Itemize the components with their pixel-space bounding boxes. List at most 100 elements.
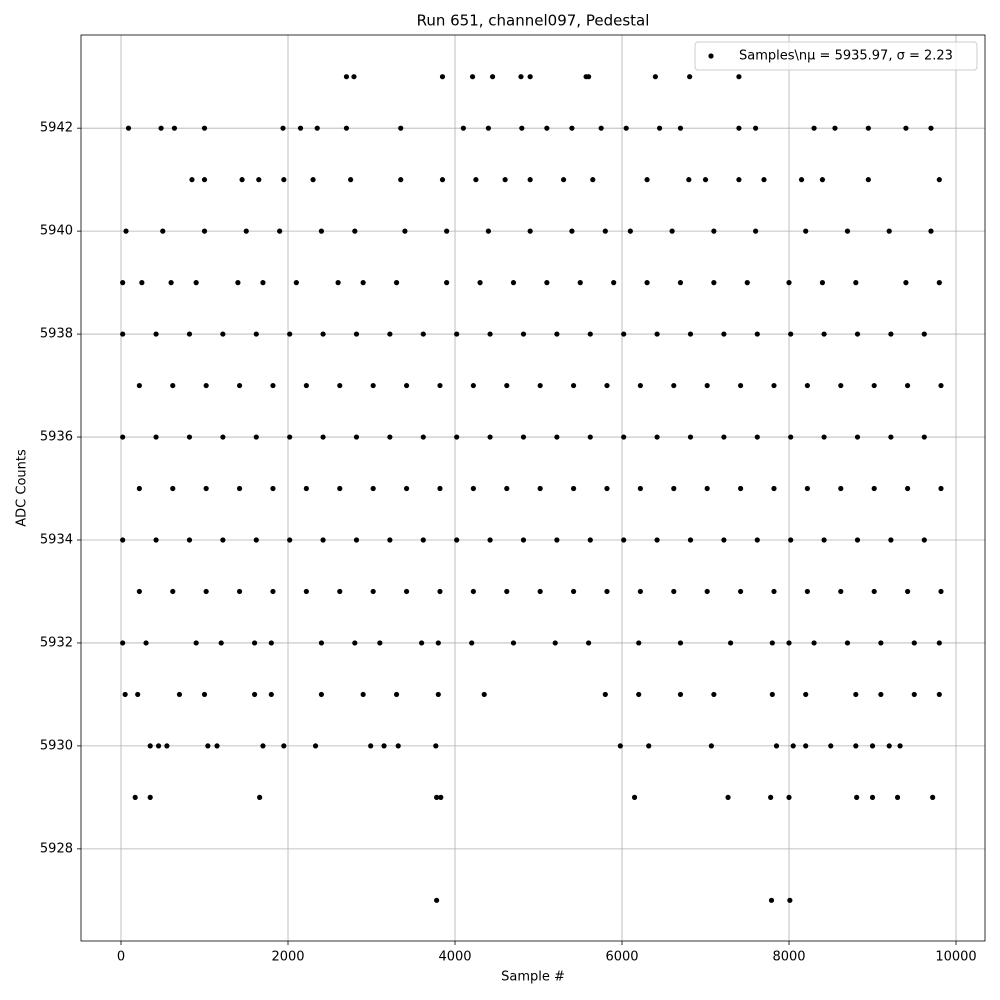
point: [903, 280, 909, 286]
point: [878, 691, 884, 698]
point: [370, 588, 376, 595]
point: [677, 691, 684, 698]
point: [769, 691, 775, 698]
point: [352, 640, 358, 646]
point: [318, 640, 325, 646]
point: [303, 588, 309, 595]
point: [520, 434, 527, 440]
point: [381, 743, 387, 749]
point: [253, 331, 259, 337]
point: [811, 125, 817, 131]
point: [886, 228, 892, 234]
point: [510, 640, 517, 646]
point: [395, 743, 401, 749]
point: [527, 74, 533, 80]
point: [854, 794, 860, 800]
point: [252, 640, 258, 646]
point: [803, 228, 809, 234]
point: [252, 691, 258, 698]
point: [788, 331, 794, 337]
point: [343, 125, 350, 131]
y-axis-label: ADC Counts: [15, 449, 30, 527]
point: [120, 280, 126, 286]
point: [786, 640, 792, 646]
point: [297, 125, 304, 131]
point: [627, 228, 633, 234]
point: [125, 125, 132, 131]
point: [444, 228, 450, 234]
point: [721, 537, 727, 543]
point: [736, 177, 742, 183]
point: [343, 74, 350, 80]
point: [287, 331, 293, 337]
y-tick-label: 5940: [40, 224, 73, 239]
point: [871, 382, 877, 389]
point: [790, 743, 796, 749]
point: [236, 485, 243, 492]
point: [754, 537, 760, 543]
point: [537, 588, 543, 595]
point: [656, 125, 663, 131]
point: [704, 382, 710, 389]
point: [353, 331, 360, 337]
point: [838, 485, 844, 492]
point: [502, 177, 508, 183]
point: [153, 537, 159, 543]
point: [888, 537, 894, 543]
point: [704, 588, 710, 595]
point: [203, 485, 209, 492]
x-tick-label: 4000: [438, 950, 471, 965]
point: [155, 743, 162, 749]
point: [153, 434, 159, 440]
point: [554, 537, 560, 543]
point: [854, 434, 861, 440]
point: [277, 228, 283, 234]
point: [312, 743, 319, 749]
point: [637, 588, 643, 595]
point: [120, 434, 126, 440]
point: [287, 537, 293, 543]
point: [737, 588, 744, 595]
point: [402, 228, 408, 234]
point: [203, 382, 209, 389]
point: [176, 691, 183, 698]
point: [617, 743, 623, 749]
point: [936, 280, 942, 286]
x-axis-label: Sample #: [501, 970, 565, 985]
point: [871, 588, 877, 595]
point: [936, 691, 942, 698]
point: [671, 588, 677, 595]
point: [821, 537, 827, 543]
point: [189, 177, 195, 183]
point: [520, 537, 527, 543]
point: [437, 588, 443, 595]
point: [803, 691, 809, 698]
point: [253, 434, 259, 440]
point: [519, 125, 525, 131]
x-tick-label: 2000: [271, 950, 304, 965]
y-tick-label: 5942: [40, 121, 73, 136]
y-tick-label: 5938: [40, 327, 73, 342]
point: [434, 794, 440, 800]
point: [444, 280, 450, 286]
point: [886, 743, 892, 749]
point: [260, 280, 266, 286]
point: [303, 485, 309, 492]
point: [214, 743, 220, 749]
y-tick-label: 5930: [40, 738, 73, 753]
point: [921, 537, 927, 543]
point: [686, 177, 692, 183]
point: [587, 331, 593, 337]
point: [590, 177, 596, 183]
legend-box: [694, 41, 978, 71]
point: [320, 331, 326, 337]
point: [569, 228, 575, 234]
point: [437, 382, 443, 389]
point: [654, 537, 660, 543]
point: [510, 280, 517, 286]
y-tick-label: 5934: [40, 532, 73, 547]
point: [186, 537, 193, 543]
point: [844, 640, 851, 646]
point: [788, 434, 794, 440]
point: [894, 794, 901, 800]
